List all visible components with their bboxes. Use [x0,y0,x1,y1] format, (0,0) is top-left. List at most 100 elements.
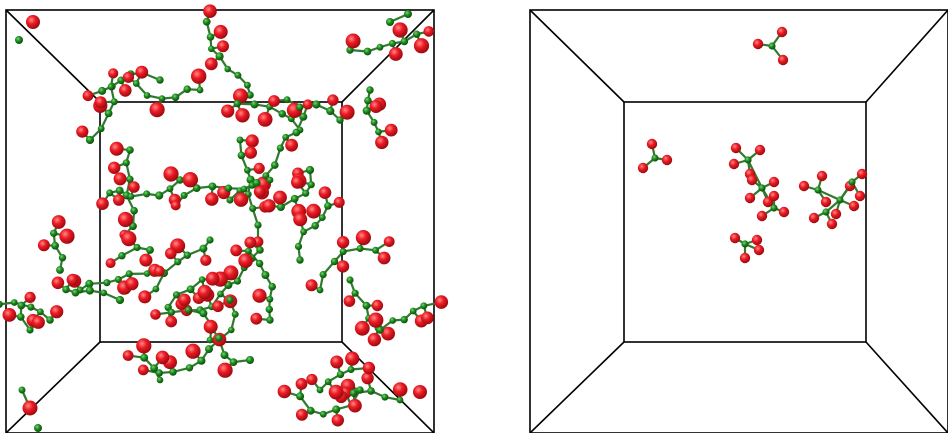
oxygen-atom [388,47,403,61]
carbon-atom [336,116,344,124]
carbon-atom [276,144,284,152]
carbon-atom [744,156,752,164]
carbon-atom [413,30,421,38]
carbon-atom [370,118,378,126]
oxygen-atom [26,15,40,29]
oxygen-atom [22,400,38,416]
oxygen-atom [754,144,766,156]
oxygen-atom [339,104,355,120]
right-panel [529,9,948,433]
oxygen-atom [752,38,764,50]
oxygen-atom [768,176,780,188]
carbon-atom [409,307,417,315]
carbon-atom [122,159,130,167]
carbon-atom [172,291,181,299]
oxygen-atom [200,254,212,266]
oxygen-atom [345,33,361,49]
carbon-atom [228,326,235,334]
carbon-atom [324,202,332,210]
oxygen-atom [746,174,758,186]
carbon-atom [199,244,208,253]
carbon-atom [386,18,394,26]
oxygen-atom [302,99,313,110]
carbon-atom [252,179,261,187]
carbon-atom [192,184,201,193]
oxygen-atom [217,362,233,378]
carbon-atom [71,288,80,297]
right-box-outer [529,9,948,433]
oxygen-atom [729,232,741,244]
oxygen-atom [233,192,249,207]
carbon-atom [206,336,214,344]
oxygen-atom [362,361,376,375]
carbon-atom [226,296,234,304]
oxygen-atom [170,200,181,211]
carbon-atom [305,165,315,175]
oxygen-atom [816,170,828,182]
oxygen-atom [328,384,344,400]
carbon-atom [115,295,125,305]
carbon-atom [27,303,35,311]
oxygen-atom [856,168,868,180]
carbon-atom [146,246,154,254]
carbon-atom [244,81,251,89]
carbon-atom [404,10,412,18]
oxygen-atom [109,141,124,156]
carbon-atom [97,125,105,133]
carbon-atom [231,310,239,318]
oxygen-atom [257,112,273,127]
carbon-atom [50,229,58,237]
carbon-atom [114,275,122,284]
carbon-atom [261,271,270,279]
oxygen-atom [830,208,842,220]
oxygen-atom [178,293,191,307]
oxygen-atom [336,236,350,249]
carbon-atom [26,326,34,334]
carbon-atom [246,175,255,184]
carbon-atom [282,133,290,141]
carbon-atom [130,206,138,215]
oxygen-atom [113,172,127,186]
carbon-atom [85,135,95,145]
oxygen-atom [753,244,765,256]
carbon-atom [296,256,304,264]
oxygen-atom [262,199,276,213]
oxygen-atom [413,38,430,54]
oxygen-atom [51,215,66,229]
carbon-atom [356,386,364,394]
carbon-atom [307,181,315,189]
carbon-atom [366,86,374,94]
oxygen-atom [854,190,866,202]
oxygen-atom [392,22,408,38]
oxygen-atom [150,309,161,320]
carbon-atom [768,42,776,50]
carbon-atom [171,93,180,102]
carbon-atom [156,376,164,384]
carbon-atom [770,204,778,212]
left-box-edge-tl [5,9,101,103]
oxygen-atom [318,186,332,199]
carbon-atom [0,300,3,308]
carbon-atom [176,176,184,184]
carbon-atom [296,392,305,401]
oxygen-atom [82,90,94,102]
carbon-atom [367,387,375,395]
oxygen-atom [139,253,153,267]
oxygen-atom [355,230,371,246]
carbon-atom [167,308,176,316]
carbon-atom [143,270,151,277]
carbon-atom [51,241,59,250]
oxygen-atom [37,239,50,252]
oxygen-atom [122,350,134,361]
carbon-atom [244,247,252,255]
carbon-atom [268,282,277,291]
carbon-atom [110,98,118,106]
carbon-atom [249,204,257,213]
oxygen-atom [217,40,229,53]
carbon-atom [34,424,42,432]
carbon-atom [316,286,324,294]
carbon-atom [107,83,115,91]
oxygen-atom [163,166,179,182]
oxygen-atom [235,108,250,123]
oxygen-atom [96,197,109,210]
